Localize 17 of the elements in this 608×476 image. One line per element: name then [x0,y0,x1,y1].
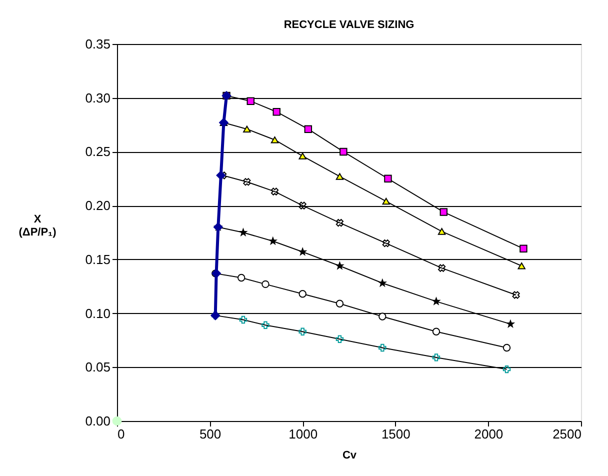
y-tick-label: 0.30 [85,90,110,106]
x-axis-title: Cv [342,450,358,462]
y-tick-label: 0.10 [85,306,110,321]
x-tick-label: 500 [199,426,222,442]
x-tick-label: 0 [118,426,125,442]
y-tick-label: 0.05 [85,360,110,375]
y-tick-label: 0.35 [85,36,110,52]
x-tick-label: 1000 [288,426,318,442]
y-axis-title: X (ΔP/P₁) [18,214,57,238]
y-tick-label: 0.00 [85,414,110,428]
y-tick-label: 0.20 [85,198,110,214]
y-tick-label: 0.15 [85,252,110,267]
y-tick-label: 0.25 [85,144,110,160]
chart-title: RECYCLE VALVE SIZING [284,19,414,31]
x-tick-label: 1500 [381,426,410,442]
x-tick-label: 2000 [474,426,504,442]
x-tick-label: 2500 [552,426,582,442]
